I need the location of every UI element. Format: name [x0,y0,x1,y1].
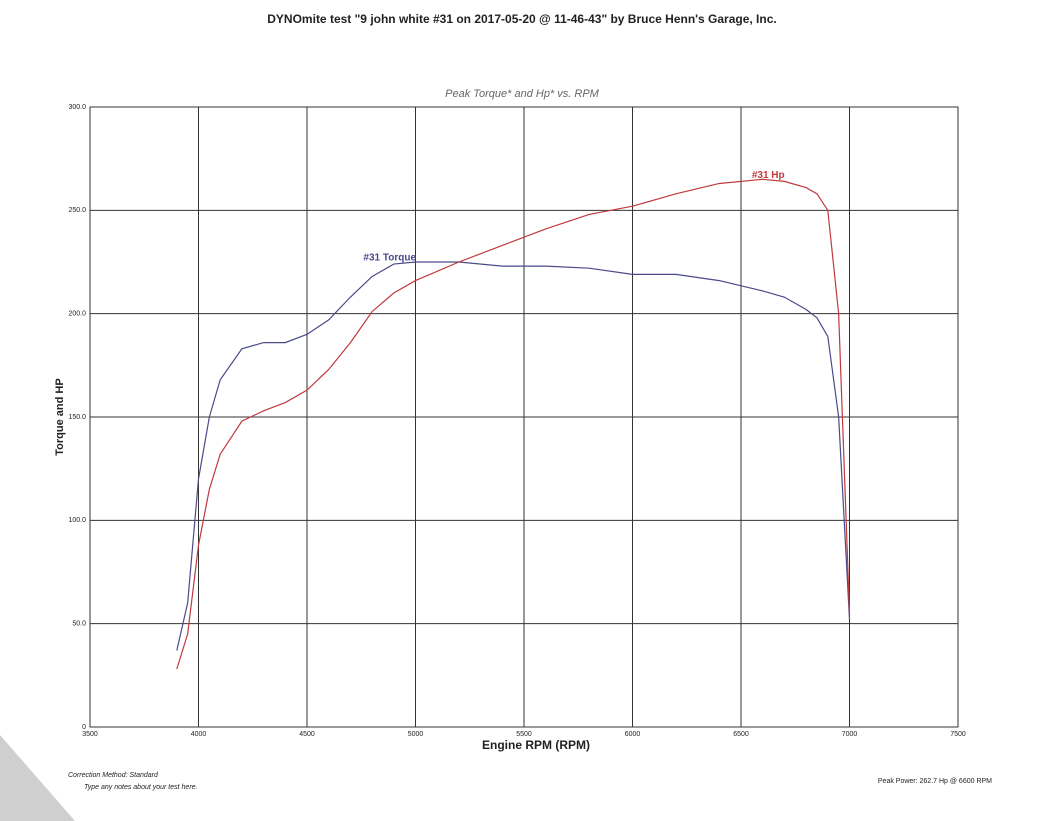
plot-frame [89,106,959,728]
y-tick-label: 50.0 [72,621,86,628]
x-tick-label: 6000 [625,731,641,738]
x-tick-label: 3500 [82,731,98,738]
chart-subtitle: Peak Torque* and Hp* vs. RPM [445,88,600,100]
x-axis-label: Engine RPM (RPM) [482,738,590,752]
series-label: #31 Hp [752,170,785,181]
y-tick-label: 150.0 [68,414,86,421]
series-line [176,261,851,651]
y-tick-label: 0 [82,724,86,731]
footer-note: Type any notes about your test here. [84,784,198,791]
chart-title: DYNOmite test "9 john white #31 on 2017-… [267,12,776,26]
y-tick-label: 100.0 [68,517,86,524]
series-line [176,178,851,670]
y-tick-label: 250.0 [68,207,86,214]
footer-note: Correction Method: Standard [68,772,159,779]
y-tick-label: 300.0 [68,104,86,111]
x-tick-label: 5500 [516,731,532,738]
y-tick-label: 200.0 [68,311,86,318]
x-tick-label: 7500 [950,731,966,738]
y-axis-label: Torque and HP [54,378,66,455]
x-tick-label: 7000 [842,731,858,738]
x-tick-label: 4500 [299,731,315,738]
x-tick-label: 6500 [733,731,749,738]
page-corner [0,735,75,821]
x-tick-label: 5000 [408,731,424,738]
x-tick-label: 4000 [191,731,207,738]
series-label: #31 Torque [363,253,416,264]
footer-peak: Peak Power: 262.7 Hp @ 6600 RPM [878,778,992,785]
